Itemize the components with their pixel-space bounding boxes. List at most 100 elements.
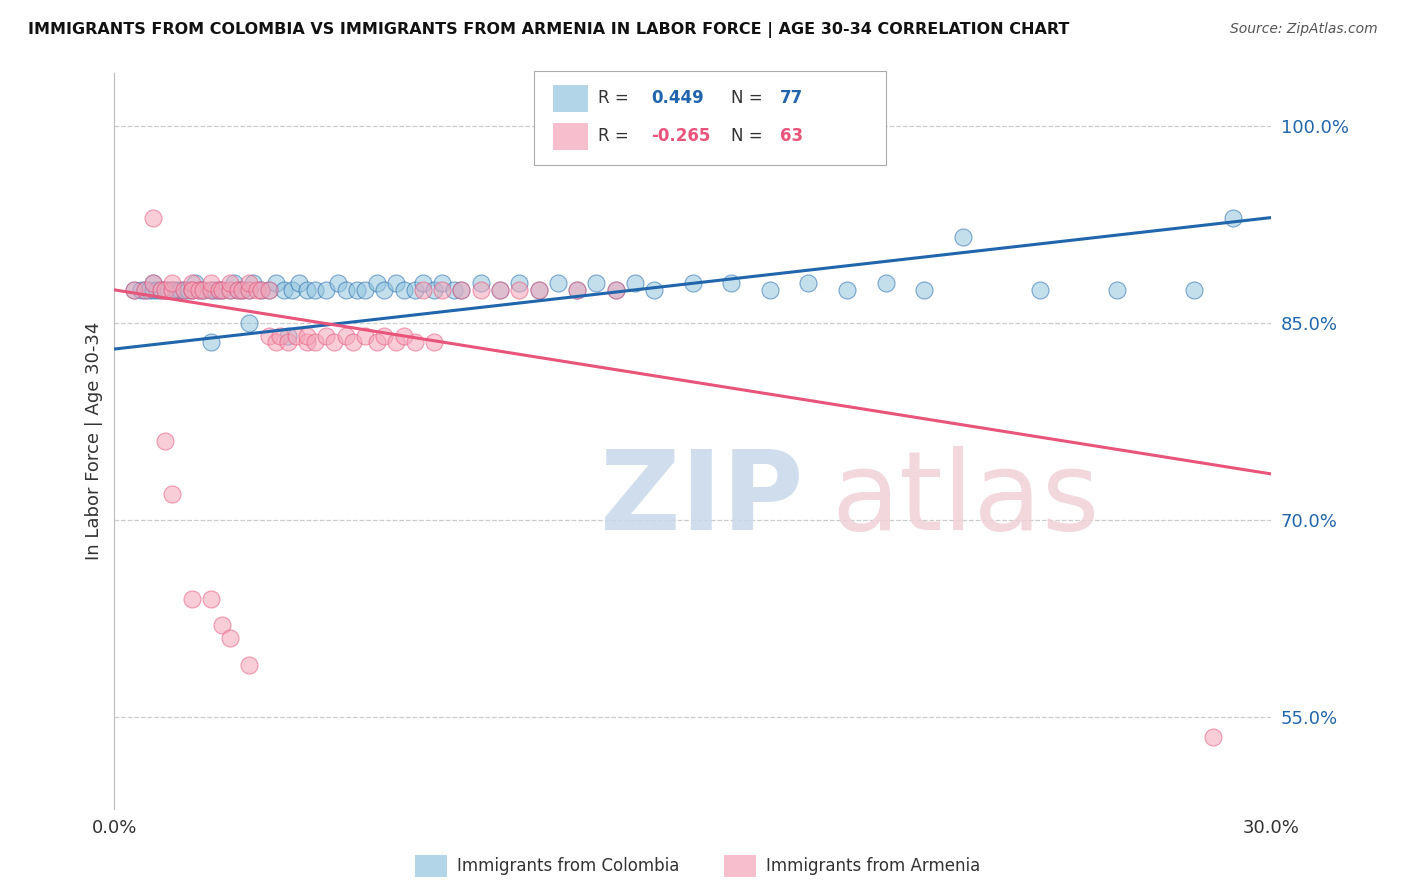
Point: [122, 283, 145, 297]
Point: [200, 335, 222, 350]
Point: [295, 329, 318, 343]
Point: [585, 277, 607, 291]
Point: [1202, 730, 1225, 744]
Point: [131, 283, 153, 297]
Point: [162, 486, 184, 500]
Point: [149, 283, 172, 297]
Point: [304, 335, 326, 350]
Point: [204, 283, 226, 297]
Point: [912, 283, 935, 297]
Text: 0.449: 0.449: [651, 89, 704, 107]
Point: [122, 283, 145, 297]
Point: [180, 591, 202, 606]
Point: [1222, 211, 1244, 225]
Point: [288, 277, 311, 291]
Point: [231, 283, 253, 297]
Point: [423, 335, 446, 350]
Text: N =: N =: [731, 89, 768, 107]
Point: [277, 329, 299, 343]
Point: [180, 283, 202, 297]
Point: [173, 283, 195, 297]
Point: [450, 283, 472, 297]
Point: [295, 335, 318, 350]
Point: [162, 283, 184, 297]
Text: N =: N =: [731, 128, 768, 145]
Point: [443, 283, 465, 297]
Point: [142, 277, 165, 291]
Point: [470, 283, 492, 297]
Text: 77: 77: [780, 89, 804, 107]
Text: R =: R =: [598, 89, 634, 107]
Point: [162, 277, 184, 291]
Point: [238, 283, 260, 297]
Point: [191, 283, 214, 297]
Point: [315, 329, 337, 343]
Point: [142, 277, 165, 291]
Text: -0.265: -0.265: [651, 128, 710, 145]
Point: [142, 283, 165, 297]
Point: [335, 329, 357, 343]
Text: Immigrants from Armenia: Immigrants from Armenia: [766, 857, 980, 875]
Point: [952, 230, 974, 244]
Text: R =: R =: [598, 128, 634, 145]
Point: [385, 277, 408, 291]
Point: [266, 335, 288, 350]
Point: [326, 277, 349, 291]
Point: [149, 283, 172, 297]
Point: [682, 277, 704, 291]
Point: [430, 283, 453, 297]
Point: [165, 283, 187, 297]
Point: [797, 277, 820, 291]
Point: [200, 277, 222, 291]
Point: [335, 283, 357, 297]
Point: [211, 283, 233, 297]
Point: [269, 329, 291, 343]
Point: [412, 283, 434, 297]
Y-axis label: In Labor Force | Age 30-34: In Labor Force | Age 30-34: [86, 322, 103, 560]
Point: [219, 283, 242, 297]
Point: [450, 283, 472, 297]
Point: [366, 335, 388, 350]
Point: [565, 283, 588, 297]
Point: [835, 283, 858, 297]
Point: [720, 277, 742, 291]
Point: [257, 283, 280, 297]
Point: [162, 283, 184, 297]
Text: ZIP: ZIP: [600, 447, 804, 553]
Point: [295, 283, 318, 297]
Point: [605, 283, 627, 297]
Point: [173, 283, 195, 297]
Point: [207, 283, 229, 297]
Point: [226, 283, 249, 297]
Point: [231, 283, 253, 297]
Text: Immigrants from Colombia: Immigrants from Colombia: [457, 857, 679, 875]
Point: [153, 434, 176, 448]
Point: [470, 277, 492, 291]
Point: [281, 283, 304, 297]
Text: 63: 63: [780, 128, 803, 145]
Point: [138, 283, 160, 297]
Point: [238, 316, 260, 330]
Point: [180, 283, 202, 297]
Point: [134, 283, 156, 297]
Point: [354, 283, 377, 297]
Point: [219, 632, 242, 646]
Point: [1105, 283, 1128, 297]
Point: [219, 277, 242, 291]
Point: [211, 618, 233, 632]
Point: [188, 283, 211, 297]
Point: [489, 283, 512, 297]
Text: IMMIGRANTS FROM COLOMBIA VS IMMIGRANTS FROM ARMENIA IN LABOR FORCE | AGE 30-34 C: IMMIGRANTS FROM COLOMBIA VS IMMIGRANTS F…: [28, 22, 1070, 38]
Point: [219, 283, 242, 297]
Point: [605, 283, 627, 297]
Point: [284, 329, 307, 343]
Point: [385, 335, 408, 350]
Point: [315, 283, 337, 297]
Point: [624, 277, 647, 291]
Point: [1182, 283, 1205, 297]
Point: [153, 283, 176, 297]
Point: [200, 283, 222, 297]
Point: [277, 335, 299, 350]
Point: [207, 283, 229, 297]
Point: [273, 283, 295, 297]
